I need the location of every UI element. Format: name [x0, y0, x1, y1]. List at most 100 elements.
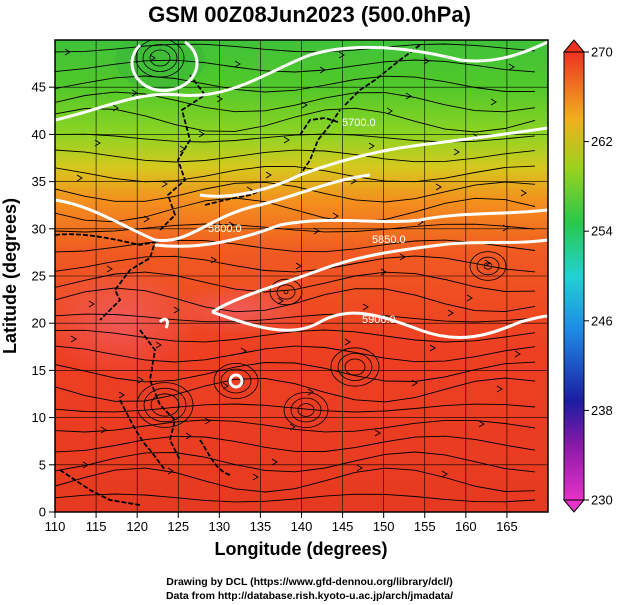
arrowhead — [173, 306, 180, 314]
vortex-streamline — [290, 397, 322, 423]
arrowhead — [82, 461, 89, 469]
arrowhead — [386, 107, 393, 115]
y-tick-label: 10 — [32, 410, 46, 425]
arrowhead — [374, 429, 381, 437]
arrowhead — [411, 379, 418, 387]
height-contours — [55, 40, 548, 389]
colorbar-bottom-arrow — [562, 499, 586, 513]
x-tick-label: 145 — [332, 519, 354, 534]
x-axis-label: Longitude (degrees) — [214, 539, 387, 559]
colorbar-tick-label: 262 — [591, 134, 613, 149]
arrowhead — [405, 92, 412, 100]
arrowhead — [380, 268, 387, 276]
arrowhead — [319, 66, 326, 74]
x-tick-label: 165 — [496, 519, 518, 534]
colorbar-tick-label: 238 — [591, 403, 613, 418]
streamline — [55, 255, 536, 273]
vortex-streamline — [330, 347, 380, 387]
arrowhead — [478, 420, 485, 428]
vortex-streamline — [220, 368, 252, 394]
streamline — [55, 377, 536, 403]
arrowhead — [399, 253, 406, 261]
contour-label: 5900.0 — [362, 314, 396, 326]
arrowhead — [484, 259, 491, 267]
vortex-streamline — [213, 362, 259, 399]
x-tick-label: 115 — [86, 519, 107, 534]
y-tick-label: 25 — [32, 269, 46, 284]
arrowhead — [283, 136, 290, 144]
coastlines — [55, 44, 421, 506]
drawing-credit: Drawing by DCL (https://www.gfd-dennou.o… — [166, 576, 453, 588]
vortex-streamline — [483, 262, 493, 270]
vortex-streamline — [143, 387, 187, 423]
colorbar-tick-label: 230 — [591, 493, 613, 508]
vortex-streamline — [337, 352, 373, 381]
arrowhead — [265, 171, 272, 179]
data-source-credit: Data from http://database.rish.kyoto-u.a… — [165, 590, 454, 602]
arrowhead — [228, 221, 235, 229]
streamline — [55, 345, 536, 363]
contour-label: 5800.0 — [208, 223, 242, 235]
arrowhead — [271, 458, 278, 466]
vortex-streamline — [150, 393, 180, 417]
arrowhead — [441, 470, 448, 478]
arrowhead — [289, 423, 296, 431]
y-tick-label: 40 — [32, 127, 46, 142]
colorbar-tick-label: 254 — [591, 224, 613, 239]
contour-label: 5850.0 — [372, 234, 406, 246]
y-tick-label: 30 — [32, 221, 46, 236]
streamline — [55, 329, 536, 343]
arrowhead — [490, 98, 497, 106]
arrowhead — [332, 212, 339, 220]
arrowhead — [252, 473, 259, 481]
y-tick-label: 0 — [39, 505, 46, 520]
vortex-streamline — [469, 251, 507, 281]
y-tick-label: 15 — [32, 363, 46, 378]
arrowhead — [514, 350, 521, 358]
wind-streamlines — [55, 40, 536, 503]
x-tick-label: 135 — [250, 519, 272, 534]
vortex-streamline — [149, 49, 171, 67]
arrowhead — [234, 60, 241, 68]
colorbar: 270 262 254 246 238 230 — [562, 39, 613, 513]
streamline — [55, 43, 536, 53]
arrowhead — [429, 344, 436, 352]
streamline — [55, 75, 536, 93]
streamline — [55, 197, 536, 223]
arrowhead — [155, 341, 162, 349]
vortex-streamline — [283, 289, 289, 294]
arrowhead — [307, 388, 314, 396]
arrowhead — [344, 338, 351, 346]
colorbar-tick-label: 270 — [591, 45, 613, 60]
arrowhead — [76, 174, 83, 182]
arrowhead — [313, 227, 320, 235]
contour-labels: 5700.0 5800.0 5850.0 5900.0 — [208, 117, 406, 326]
arrowhead — [453, 148, 460, 156]
vortex-streamline — [344, 358, 366, 376]
streamline — [55, 419, 536, 433]
colorbar-top-arrow — [562, 39, 586, 53]
arrowhead — [496, 385, 503, 393]
arrowhead — [143, 215, 150, 223]
streamline — [55, 451, 536, 473]
streamline — [55, 223, 536, 233]
streamline — [55, 165, 536, 183]
y-tick-label: 35 — [32, 174, 46, 189]
y-tick-label: 5 — [39, 457, 46, 472]
streamline — [55, 149, 536, 163]
vortex-streamline — [136, 382, 194, 428]
map-title: GSM 00Z08Jun2023 (500.0hPa) — [148, 2, 471, 27]
streamline — [55, 403, 536, 413]
vortex-streamline — [276, 284, 296, 300]
arrowhead — [368, 142, 375, 150]
arrowhead — [70, 335, 77, 343]
arrowhead — [112, 104, 119, 112]
arrowhead — [222, 382, 229, 390]
vortex-streamline — [297, 403, 315, 417]
y-tick-label: 45 — [32, 80, 46, 95]
streamline — [55, 493, 536, 503]
arrowhead — [508, 63, 515, 71]
arrowhead — [216, 95, 223, 103]
arrowhead — [118, 391, 125, 399]
